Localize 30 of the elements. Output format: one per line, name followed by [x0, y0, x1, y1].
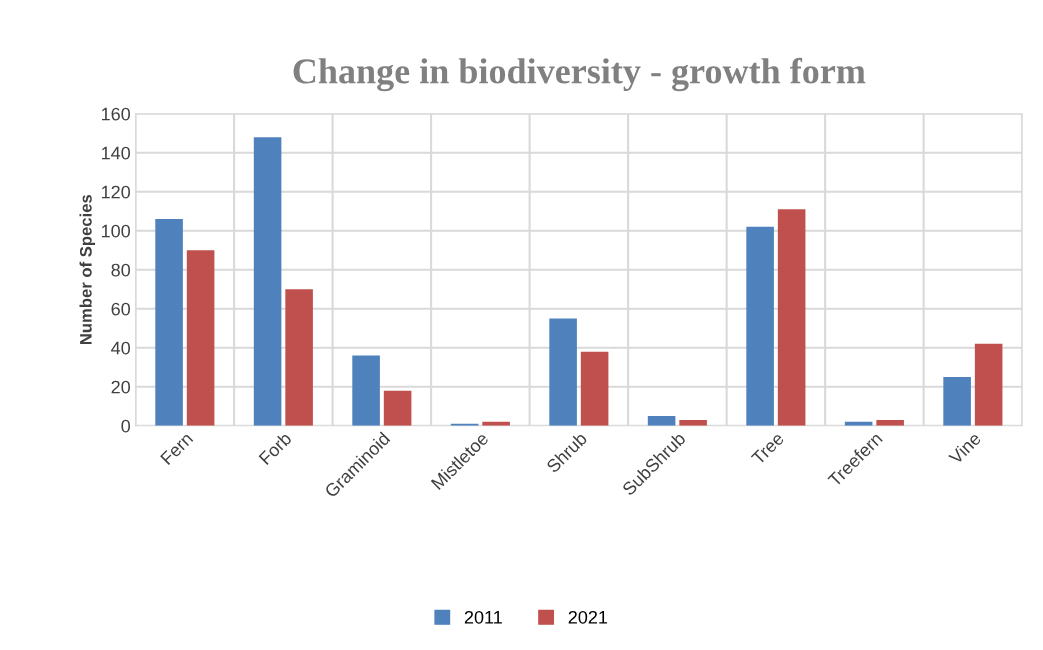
y-tick-label: 0	[121, 419, 131, 433]
bar	[253, 137, 282, 426]
y-tick-label: 120	[101, 185, 131, 199]
bar	[549, 318, 577, 426]
y-tick-label: 20	[111, 380, 131, 394]
bar	[647, 416, 676, 426]
y-tick-label: 160	[101, 107, 131, 121]
bar	[285, 289, 313, 426]
bar	[186, 250, 215, 426]
y-tick-label: 40	[111, 341, 131, 355]
x-tick-label: Forb	[258, 431, 293, 466]
y-tick-label: 60	[111, 302, 131, 316]
y-axis-title: Number of Species	[79, 194, 96, 345]
bar	[155, 219, 183, 426]
x-tick-label: Fern	[160, 431, 194, 466]
bar	[383, 390, 412, 426]
chart-title: Change in biodiversity - growth form	[293, 57, 866, 92]
legend-label: 2011	[464, 610, 502, 624]
y-tick-label: 140	[101, 146, 131, 160]
bar	[943, 377, 971, 426]
bar	[352, 355, 380, 426]
bar	[580, 351, 609, 426]
bar	[746, 226, 774, 426]
y-tick-label: 100	[101, 224, 131, 238]
legend-label: 2021	[568, 610, 608, 624]
x-tick-label: Tree	[750, 431, 785, 466]
y-tick-label: 80	[111, 263, 131, 277]
bar	[777, 209, 806, 426]
bar	[974, 343, 1003, 426]
x-tick-label: Vine	[947, 431, 982, 466]
